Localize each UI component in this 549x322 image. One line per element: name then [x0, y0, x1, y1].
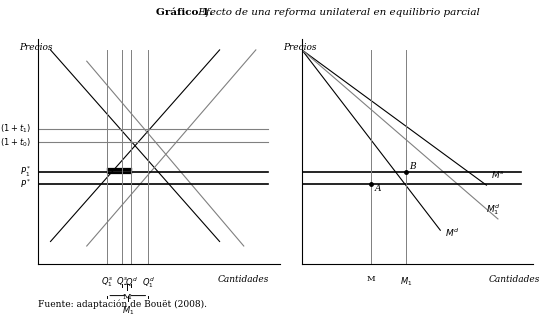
- Text: $M^d_1$: $M^d_1$: [486, 202, 501, 217]
- Text: $Q^d$: $Q^d$: [125, 275, 138, 289]
- Text: $P^*_0(1+t_1)$: $P^*_0(1+t_1)$: [0, 121, 31, 136]
- Text: $P^*(1+t_0)$: $P^*(1+t_0)$: [0, 135, 31, 149]
- Text: M: M: [122, 293, 131, 301]
- Text: $M_1$: $M_1$: [122, 304, 134, 317]
- Text: Precios: Precios: [19, 43, 53, 52]
- Text: Fuente: adaptación de Bouët (2008).: Fuente: adaptación de Bouët (2008).: [38, 299, 208, 309]
- Text: $M^d$: $M^d$: [445, 227, 460, 239]
- Text: M: M: [367, 275, 376, 283]
- Bar: [122, 172, 131, 184]
- Text: Cantidades: Cantidades: [218, 275, 270, 284]
- Bar: [107, 129, 148, 184]
- Text: $M^s$: $M^s$: [491, 169, 505, 180]
- Text: $Q^s_1$: $Q^s_1$: [101, 275, 114, 289]
- Text: Efecto de una reforma unilateral en equilibrio parcial: Efecto de una reforma unilateral en equi…: [195, 8, 480, 17]
- Text: Cantidades: Cantidades: [489, 275, 540, 284]
- Text: $P_1^*$: $P_1^*$: [20, 164, 31, 179]
- Text: A: A: [374, 184, 381, 193]
- Text: $Q^d_1$: $Q^d_1$: [142, 275, 155, 290]
- Text: Gráfico 1.: Gráfico 1.: [156, 8, 214, 17]
- Text: $M_1$: $M_1$: [400, 275, 412, 288]
- Text: Precios: Precios: [283, 43, 317, 52]
- Text: $P^*$: $P^*$: [20, 178, 31, 190]
- Text: $Q^s$: $Q^s$: [116, 275, 128, 287]
- Text: B: B: [409, 162, 416, 171]
